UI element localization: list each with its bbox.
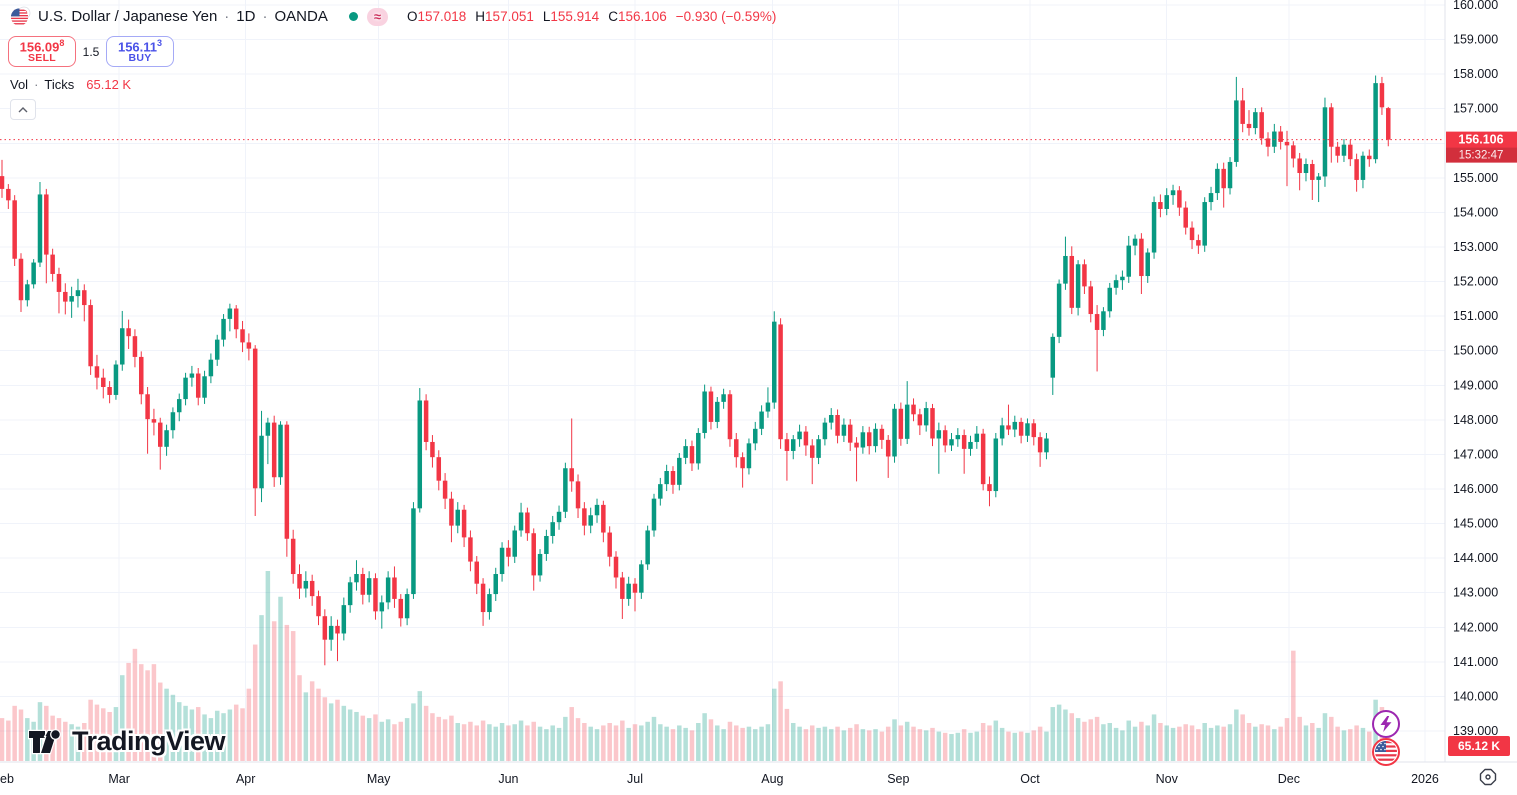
svg-text:147.000: 147.000	[1453, 447, 1498, 461]
timescale-settings-button[interactable]	[1477, 766, 1499, 788]
svg-text:151.000: 151.000	[1453, 309, 1498, 323]
svg-text:148.000: 148.000	[1453, 413, 1498, 427]
svg-text:152.000: 152.000	[1453, 275, 1498, 289]
buy-button-label: BUY	[128, 52, 152, 65]
current-price-label: 156.106 15:32:47	[1446, 131, 1517, 163]
open-value: 157.018	[417, 9, 467, 24]
low-value: 155.914	[550, 9, 600, 24]
svg-text:Mar: Mar	[108, 772, 130, 786]
svg-text:Apr: Apr	[236, 772, 255, 786]
svg-text:144.000: 144.000	[1453, 551, 1498, 565]
svg-text:146.000: 146.000	[1453, 482, 1498, 496]
market-status-dot-icon	[348, 12, 358, 21]
collapse-legend-button[interactable]	[10, 99, 36, 120]
timeframe-button[interactable]: 1D	[236, 8, 256, 25]
volume-label: Vol	[10, 77, 29, 92]
svg-text:154.000: 154.000	[1453, 205, 1498, 219]
volume-indicator-legend[interactable]: Vol · Ticks 65.12 K	[10, 77, 132, 92]
svg-text:Jul: Jul	[627, 772, 643, 786]
tradingview-logo-text: TradingView	[72, 726, 226, 756]
time-axis[interactable]: eb Mar Apr May Jun Jul Aug Sep Oct Nov Dec 2026	[0, 761, 1517, 795]
svg-text:149.000: 149.000	[1453, 378, 1498, 392]
tradingview-logo-icon	[28, 728, 61, 754]
us-flag-icon	[1375, 741, 1397, 763]
spread-label: 1.5	[82, 44, 100, 59]
svg-text:141.000: 141.000	[1453, 655, 1498, 669]
symbol-title[interactable]: U.S. Dollar / Japanese Yen	[38, 8, 218, 25]
svg-text:140.000: 140.000	[1453, 689, 1498, 703]
svg-text:Nov: Nov	[1156, 772, 1179, 786]
svg-text:156.106: 156.106	[1458, 133, 1503, 147]
svg-text:Aug: Aug	[761, 772, 783, 786]
price-axis[interactable]: 160.000159.000158.000157.000156.000155.0…	[1444, 0, 1517, 795]
svg-text:150.000: 150.000	[1453, 344, 1498, 358]
svg-text:155.000: 155.000	[1453, 171, 1498, 185]
svg-text:May: May	[367, 772, 391, 786]
lightning-button[interactable]	[1372, 710, 1400, 738]
volume-value: 65.12 K	[86, 77, 132, 92]
symbol-legend: U.S. Dollar / Japanese Yen · 1D · OANDA …	[10, 6, 776, 27]
svg-text:142.000: 142.000	[1453, 620, 1498, 634]
us-flag-button[interactable]	[1372, 738, 1400, 766]
svg-text:Oct: Oct	[1020, 772, 1040, 786]
svg-text:160.000: 160.000	[1453, 0, 1498, 12]
buy-button[interactable]: 156.113 BUY	[106, 36, 174, 67]
lightning-icon	[1380, 716, 1392, 732]
close-value: 156.106	[617, 9, 667, 24]
svg-text:Sep: Sep	[887, 772, 909, 786]
svg-text:157.000: 157.000	[1453, 102, 1498, 116]
svg-text:2026: 2026	[1411, 772, 1439, 786]
approximate-data-badge[interactable]: ≈	[366, 7, 388, 26]
svg-text:153.000: 153.000	[1453, 240, 1498, 254]
svg-text:Dec: Dec	[1278, 772, 1300, 786]
svg-text:139.000: 139.000	[1453, 724, 1498, 738]
separator-dot: ·	[262, 8, 268, 25]
grid-layer	[0, 0, 1445, 762]
sell-button[interactable]: 156.098 SELL	[8, 36, 76, 67]
high-value: 157.051	[485, 9, 534, 24]
usdjpy-pair-flag-icon	[10, 6, 31, 27]
svg-text:145.000: 145.000	[1453, 517, 1498, 531]
separator-dot: ·	[224, 8, 230, 25]
gear-octagon-icon	[1479, 768, 1497, 786]
svg-text:Jun: Jun	[498, 772, 518, 786]
exchange-label[interactable]: OANDA	[274, 8, 328, 25]
volume-source-label: Ticks	[44, 77, 75, 92]
svg-text:158.000: 158.000	[1453, 67, 1498, 81]
candles-layer	[0, 75, 1391, 666]
svg-text:143.000: 143.000	[1453, 586, 1498, 600]
volume-axis-label: 65.12 K	[1448, 736, 1510, 756]
svg-text:15:32:47: 15:32:47	[1459, 150, 1504, 162]
chevron-up-icon	[18, 106, 28, 112]
change-value: −0.930 (−0.59%)	[675, 9, 777, 24]
tradingview-logo[interactable]: TradingView	[28, 726, 226, 757]
svg-text:65.12 K: 65.12 K	[1458, 739, 1500, 753]
volume-layer	[0, 571, 1391, 761]
svg-text:159.000: 159.000	[1453, 33, 1498, 47]
sell-button-label: SELL	[27, 52, 57, 65]
svg-text:eb: eb	[0, 772, 14, 786]
trade-buttons: 156.098 SELL 1.5 156.113 BUY	[8, 36, 174, 67]
ohlc-values: O157.018 H157.051 L155.914 C156.106 −0.9…	[406, 9, 777, 24]
